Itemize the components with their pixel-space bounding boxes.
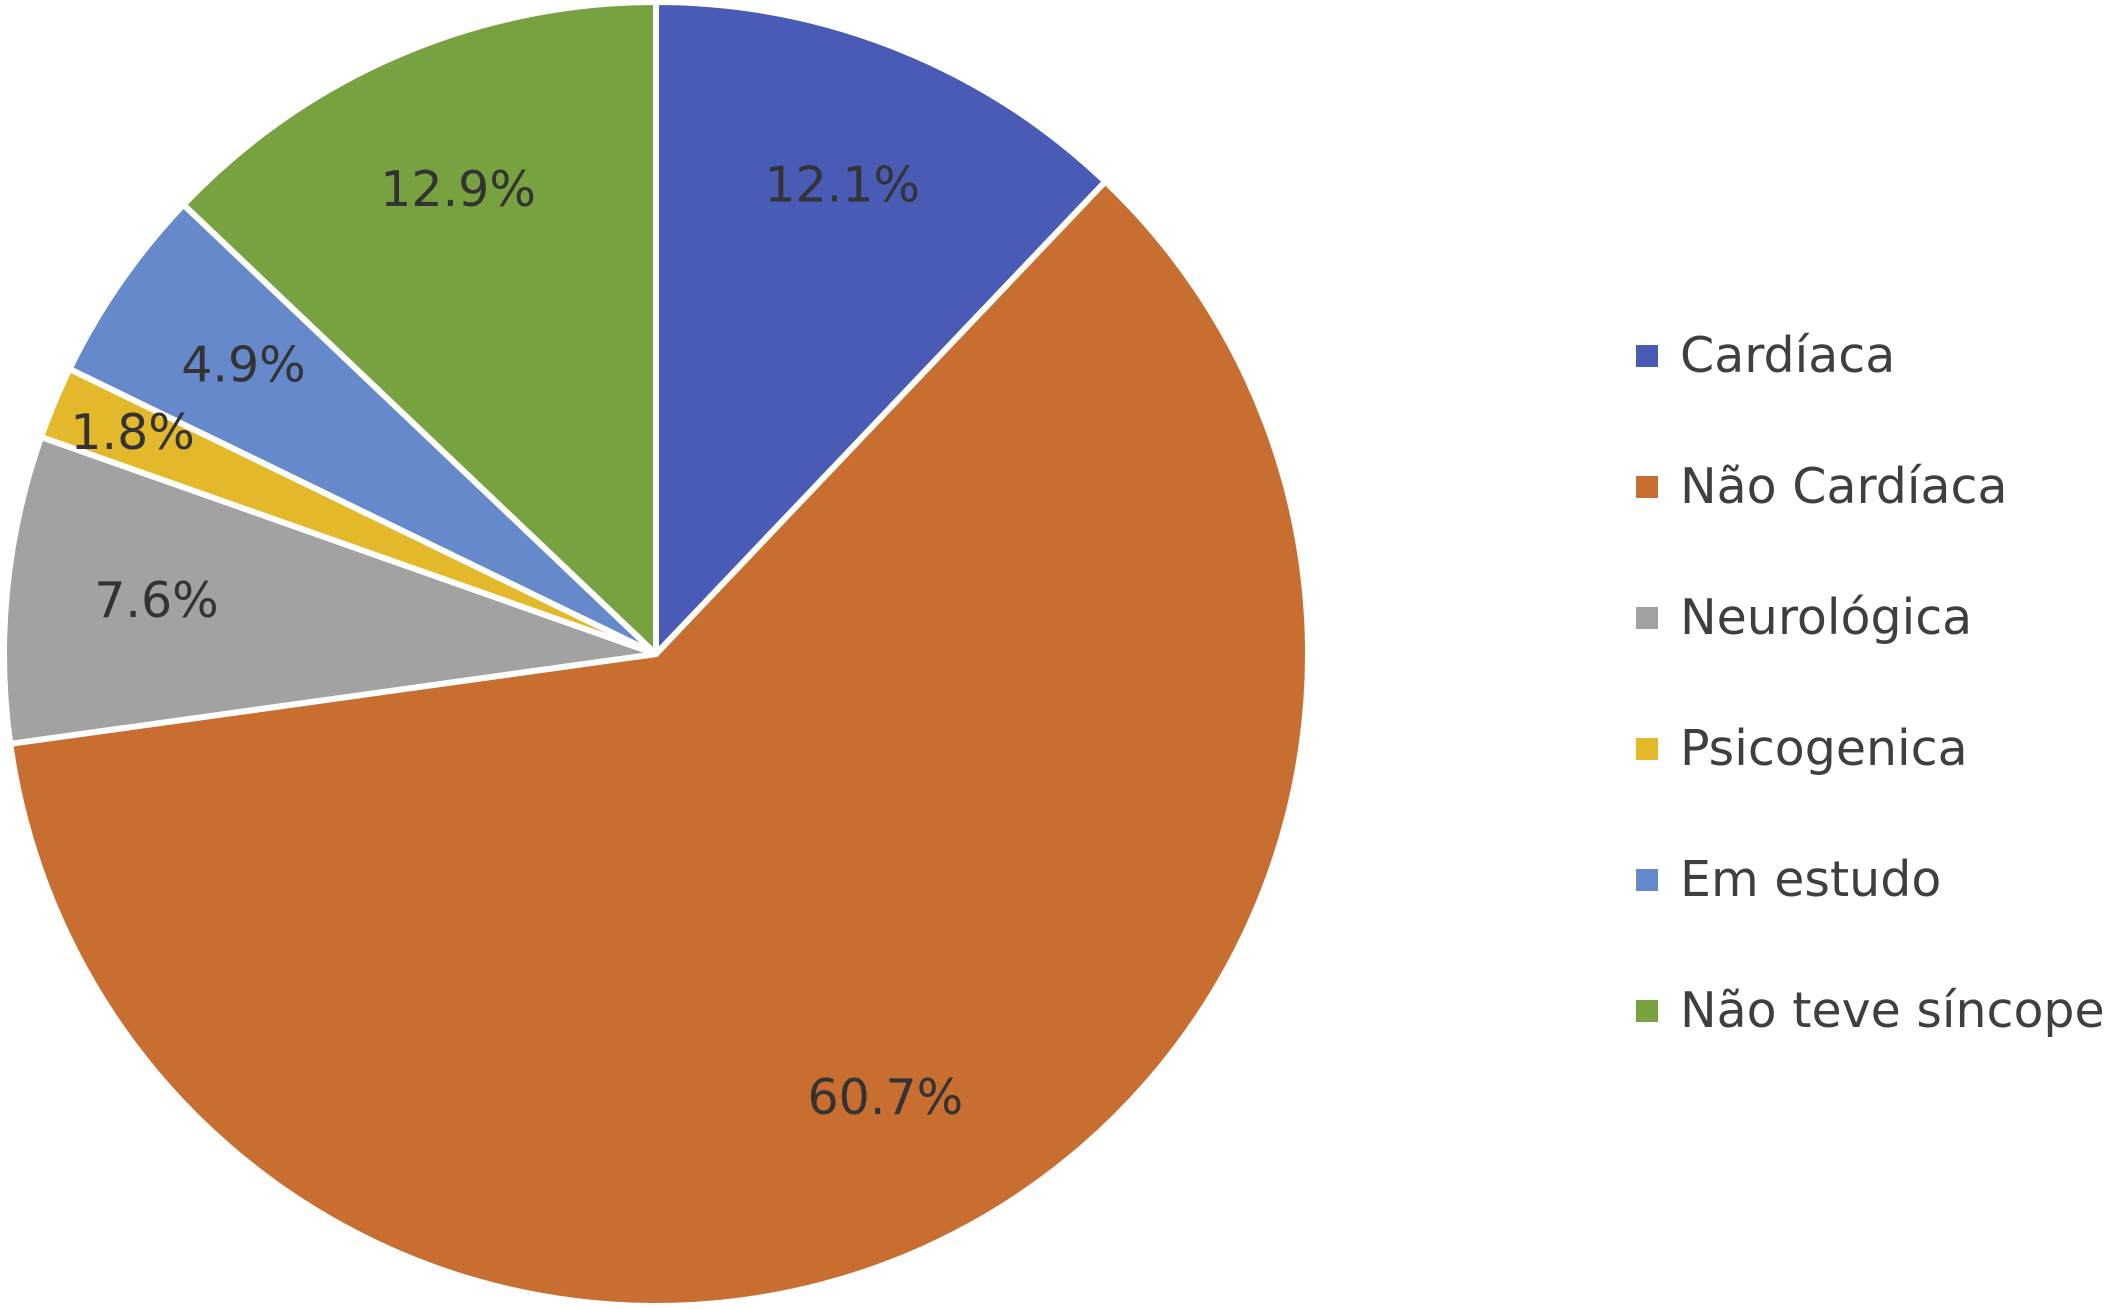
slice-label-nao-cardiaca: 60.7% (807, 1069, 963, 1126)
legend-label: Cardíaca (1680, 327, 1896, 384)
legend-item-em-estudo: Em estudo (1636, 814, 2120, 945)
legend-swatch (1636, 475, 1658, 498)
legend-label: Psicogenica (1680, 720, 1968, 777)
slice-label-cardiaca: 12.1% (764, 156, 920, 213)
legend-label: Não Cardíaca (1680, 458, 2008, 515)
legend-swatch (1636, 868, 1658, 891)
legend-swatch (1636, 344, 1658, 367)
legend-item-psicogenica: Psicogenica (1636, 683, 2120, 814)
slice-label-em-estudo: 4.9% (181, 336, 306, 393)
legend-label: Não teve síncope (1680, 982, 2105, 1039)
legend: Cardíaca Não Cardíaca Neurológica Psicog… (1636, 290, 2120, 1076)
legend-label: Neurológica (1680, 589, 1973, 646)
legend-swatch (1636, 606, 1658, 629)
legend-item-cardiaca: Cardíaca (1636, 290, 2120, 421)
legend-label: Em estudo (1680, 851, 1942, 908)
legend-item-nao-teve-sincope: Não teve síncope (1636, 945, 2120, 1076)
pie-slice-em-estudo (66, 201, 659, 657)
legend-swatch (1636, 999, 1658, 1022)
pie-slice-labels: 12.1% 60.7% 7.6% 1.8% 4.9% 12.9% (70, 156, 963, 1126)
pie-slice-nao-teve-sincope (180, 0, 659, 657)
pie-slices (1, 0, 1311, 1309)
pie-slice-nao-cardiaca (7, 178, 1311, 1309)
slice-label-neurologica: 7.6% (94, 572, 219, 629)
slice-label-psicogenica: 1.8% (70, 404, 195, 461)
slice-label-nao-teve-sincope: 12.9% (380, 161, 536, 218)
pie-slice-neurologica (1, 434, 659, 747)
legend-item-nao-cardiaca: Não Cardíaca (1636, 421, 2120, 552)
legend-item-neurologica: Neurológica (1636, 552, 2120, 683)
legend-swatch (1636, 737, 1658, 760)
pie-slice-cardiaca (653, 0, 1109, 657)
